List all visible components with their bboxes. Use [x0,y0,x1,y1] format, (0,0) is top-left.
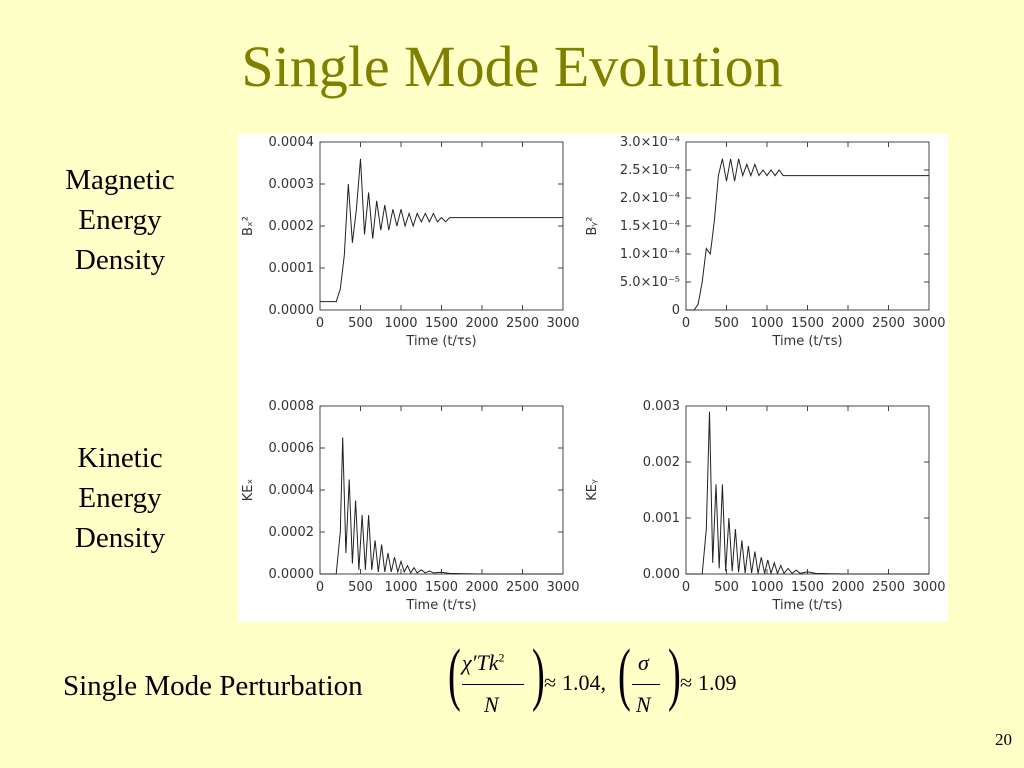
y-tick-label: 0.0004 [269,483,315,498]
formula-denominator-1: N [484,692,499,717]
y-tick-label: 0.0003 [269,177,315,192]
x-tick-label: 2000 [831,580,864,595]
y-tick-label: 0.001 [643,511,680,526]
plot-frame [685,141,930,311]
y-axis-label: KEᵧ [585,479,600,501]
kinetic-energy-label: Kinetic Energy Density [40,438,200,558]
label-line: Magnetic [65,164,175,196]
plot-frame [319,141,564,311]
y-tick-label: 0.0000 [269,303,315,318]
x-tick-label: 3000 [912,580,945,595]
y-tick-label: 0.0002 [269,219,315,234]
plots-svg: 0 500 1000 1500 2000 2500 30000.00000.00010.00… [241,135,946,613]
y-tick-label: 0.0006 [269,441,315,456]
y-axis-label: Bₓ² [241,216,256,236]
numerator-sup: 2 [498,650,505,665]
x-tick-label: 0 [316,316,324,331]
x-tick-label: 0 [682,316,690,331]
y-tick-label: 0.0004 [269,135,315,150]
formula-numerator-1: χ′Tk2 [462,650,505,676]
x-tick-label: 1000 [750,580,783,595]
y-tick-label: 0.0002 [269,525,315,540]
x-tick-label: 1500 [425,316,458,331]
plot-frame [319,405,564,575]
x-tick-label: 500 [348,316,373,331]
perturbation-formula: ( χ′Tk2 N ) ≈ 1.04, ( σ N ) ≈ 1.09 [440,640,770,730]
x-tick-label: 1000 [384,580,417,595]
label-line: Density [74,244,166,276]
y-tick-label: 2.5×10⁻⁴ [620,163,680,178]
formula-value-2: 1.09 [698,670,737,695]
formula-denominator-2: N [636,692,651,717]
y-tick-label: 0 [672,303,680,318]
label-line: Energy [78,204,162,236]
y-tick-label: 0.0001 [269,261,315,276]
x-tick-label: 500 [714,580,739,595]
page-title: Single Mode Evolution [241,34,783,99]
x-tick-label: 0 [682,580,690,595]
x-axis-label: Time (t/τs) [405,334,476,349]
approx-sign: ≈ [544,670,557,695]
numerator-text: χ′Tk [462,650,499,675]
y-axis-label: KEₓ [241,479,256,502]
x-tick-label: 2500 [506,580,539,595]
x-tick-label: 2500 [506,316,539,331]
x-tick-label: 1500 [425,580,458,595]
x-axis-label: Time (t/τs) [405,598,476,613]
approx-sign: ≈ [680,670,693,695]
series-line [686,158,929,311]
series-line [320,437,563,575]
page-number: 20 [995,730,1012,749]
y-tick-label: 5.0×10⁻⁵ [620,275,680,290]
x-tick-label: 2000 [831,316,864,331]
x-tick-label: 2500 [872,316,905,331]
y-tick-label: 0.003 [643,399,680,414]
y-tick-label: 0.0008 [269,399,315,414]
left-paren: ( [618,636,631,713]
x-tick-label: 1000 [384,316,417,331]
y-axis-label: Bᵧ² [585,217,600,236]
x-axis-label: Time (t/τs) [771,598,842,613]
y-tick-label: 2.0×10⁻⁴ [620,191,680,206]
left-paren: ( [448,636,461,713]
x-tick-label: 3000 [912,316,945,331]
magnetic-energy-label: Magnetic Energy Density [40,160,200,280]
x-tick-label: 3000 [546,316,579,331]
label-line: Energy [78,482,162,514]
fraction-bar [632,684,660,685]
x-tick-label: 500 [714,316,739,331]
formula-numerator-2: σ [638,650,649,675]
formula-value-1: 1.04, [562,670,606,695]
x-tick-label: 3000 [546,580,579,595]
fraction-bar [462,684,524,685]
right-paren: ) [668,636,681,713]
y-tick-label: 3.0×10⁻⁴ [620,135,680,150]
x-tick-label: 500 [348,580,373,595]
perturbation-label: Single Mode Perturbation [63,670,363,702]
x-tick-label: 2500 [872,580,905,595]
series-line [686,411,929,576]
plots-panel: 0 500 1000 1500 2000 2500 3000 0.0000 0.0001 0.00… [238,134,948,622]
y-tick-label: 1.5×10⁻⁴ [620,219,680,234]
x-tick-label: 1000 [750,316,783,331]
y-tick-label: 0.0000 [269,567,315,582]
x-tick-label: 0 [316,580,324,595]
x-tick-label: 2000 [465,580,498,595]
series-line [320,158,563,303]
label-line: Density [74,522,166,554]
right-paren: ) [532,636,545,713]
x-tick-label: 1500 [791,580,824,595]
x-axis-label: Time (t/τs) [771,334,842,349]
y-tick-label: 0.002 [643,455,680,470]
label-line: Kinetic [77,442,163,474]
x-tick-label: 2000 [465,316,498,331]
y-tick-label: 1.0×10⁻⁴ [620,247,680,262]
y-tick-label: 0.000 [643,567,680,582]
x-tick-label: 1500 [791,316,824,331]
